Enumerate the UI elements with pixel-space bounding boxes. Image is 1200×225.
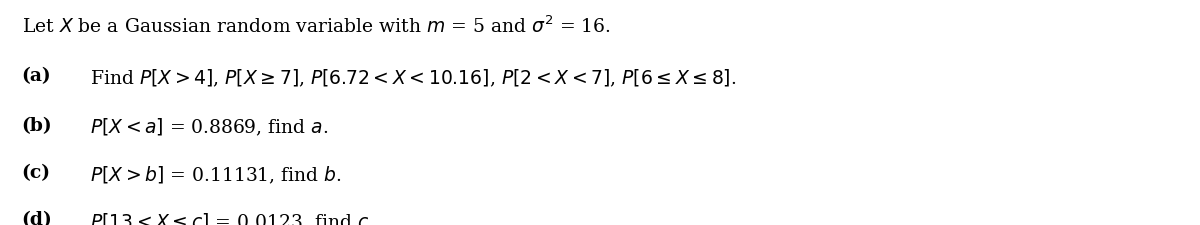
Text: Let $X$ be a Gaussian random variable with $m$ = 5 and $\sigma^2$ = 16.: Let $X$ be a Gaussian random variable wi… xyxy=(22,16,611,37)
Text: $P[X < a]$ = 0.8869, find $a$.: $P[X < a]$ = 0.8869, find $a$. xyxy=(90,117,329,138)
Text: (a): (a) xyxy=(22,68,52,86)
Text: (b): (b) xyxy=(22,117,53,135)
Text: (c): (c) xyxy=(22,164,50,182)
Text: $P[X > b]$ = 0.11131, find $b$.: $P[X > b]$ = 0.11131, find $b$. xyxy=(90,164,342,186)
Text: (d): (d) xyxy=(22,212,53,225)
Text: Find $P[X > 4]$, $P[X \geq 7]$, $P[6.72 < X < 10.16]$, $P[2 < X < 7]$, $P[6 \leq: Find $P[X > 4]$, $P[X \geq 7]$, $P[6.72 … xyxy=(90,68,737,89)
Text: $P[13 < X \leq c]$ = 0.0123, find $c$.: $P[13 < X \leq c]$ = 0.0123, find $c$. xyxy=(90,212,373,225)
